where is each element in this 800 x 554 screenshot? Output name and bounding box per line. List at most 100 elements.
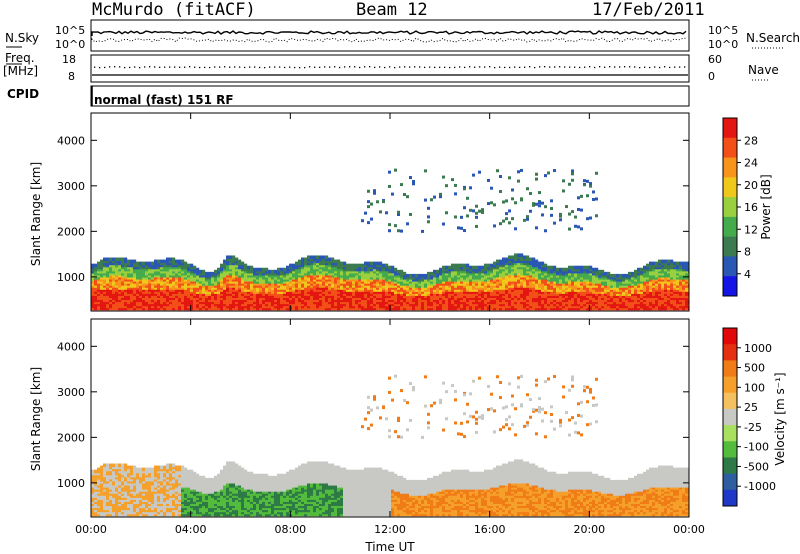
power-cell <box>457 263 461 268</box>
power-cell <box>574 215 577 219</box>
power-cell <box>364 284 368 288</box>
power-cell <box>511 290 515 294</box>
power-cell <box>634 296 638 301</box>
power-cell <box>676 271 680 276</box>
power-cell <box>640 290 644 294</box>
power-cell <box>226 269 230 274</box>
power-cell <box>547 275 551 280</box>
power-cell <box>409 296 413 301</box>
power-cell <box>142 306 146 311</box>
power-cell <box>112 284 116 288</box>
power-cell <box>577 225 580 229</box>
power-cell <box>217 306 221 311</box>
power-colorbar-label: Power [dB] <box>759 174 773 239</box>
power-cell <box>595 278 599 282</box>
power-cell <box>364 290 368 294</box>
power-cell <box>409 275 413 280</box>
velocity-cell <box>94 479 98 484</box>
power-cell <box>484 271 488 276</box>
colorbar-tick-label: 24 <box>744 157 758 170</box>
power-cell <box>658 304 662 309</box>
velocity-cell <box>97 510 101 515</box>
power-cell <box>625 278 629 282</box>
power-cell <box>151 263 155 268</box>
power-cell <box>406 298 410 303</box>
power-cell <box>559 273 563 278</box>
power-cell <box>232 286 236 290</box>
power-cell <box>412 182 415 186</box>
noise-tick-lo: 10^0 <box>55 38 85 51</box>
power-cell <box>328 300 332 305</box>
power-cell <box>613 282 617 286</box>
power-cell <box>157 288 161 292</box>
power-cell <box>343 288 347 292</box>
power-cell <box>640 284 644 288</box>
power-cell <box>100 278 104 282</box>
velocity-cell <box>112 498 116 502</box>
power-cell <box>610 286 614 290</box>
power-cell <box>643 275 647 280</box>
power-cell <box>667 292 671 296</box>
colorbar-tick-label: 16 <box>744 201 758 214</box>
power-cell <box>319 306 323 311</box>
power-cell <box>538 265 542 270</box>
power-cell <box>397 280 401 284</box>
nave-dot <box>344 66 346 68</box>
velocity-cell <box>109 506 113 511</box>
power-cell <box>358 284 362 288</box>
power-cell <box>316 300 320 305</box>
power-cell <box>526 273 530 278</box>
power-cell <box>361 290 365 294</box>
power-cell <box>226 255 230 260</box>
power-cell <box>295 282 299 286</box>
velocity-cell <box>103 500 107 504</box>
power-cell <box>187 286 191 290</box>
power-cell <box>505 261 509 266</box>
power-cell <box>280 300 284 305</box>
power-cell <box>397 212 400 216</box>
power-cell <box>262 292 266 296</box>
power-cell <box>103 273 107 278</box>
power-cell <box>517 280 521 284</box>
power-cell <box>643 267 647 272</box>
power-cell <box>97 269 101 274</box>
power-cell <box>103 286 107 290</box>
power-cell <box>250 271 254 276</box>
power-cell <box>160 267 164 272</box>
power-cell <box>475 278 479 282</box>
power-cell <box>574 273 578 278</box>
power-cell <box>94 286 98 290</box>
power-cell <box>352 298 356 303</box>
power-cell <box>670 280 674 284</box>
power-cell <box>508 255 512 260</box>
power-cell <box>175 273 179 278</box>
power-cell <box>463 296 467 301</box>
power-cell <box>574 269 578 274</box>
power-cell <box>445 267 449 272</box>
power-cell <box>586 194 589 198</box>
velocity-cell <box>118 473 122 478</box>
velocity-cell <box>97 508 101 513</box>
power-cell <box>211 300 215 305</box>
power-cell <box>385 296 389 301</box>
power-cell <box>178 267 182 272</box>
power-cell <box>178 261 182 266</box>
power-cell <box>373 278 377 282</box>
power-cell <box>631 290 635 294</box>
power-cell <box>271 275 275 280</box>
power-cell <box>517 290 521 294</box>
nave-dot <box>449 66 451 69</box>
power-cell <box>499 288 503 292</box>
power-cell <box>583 275 587 280</box>
power-cell <box>286 302 290 307</box>
power-cell <box>682 286 686 290</box>
power-cell <box>316 294 320 298</box>
power-cell <box>511 288 515 292</box>
power-cell <box>493 298 497 303</box>
power-cell <box>292 263 296 268</box>
power-cell <box>532 257 536 262</box>
velocity-cell <box>103 504 107 509</box>
power-cell <box>472 209 475 213</box>
power-cell <box>373 280 377 284</box>
power-cell <box>292 296 296 301</box>
